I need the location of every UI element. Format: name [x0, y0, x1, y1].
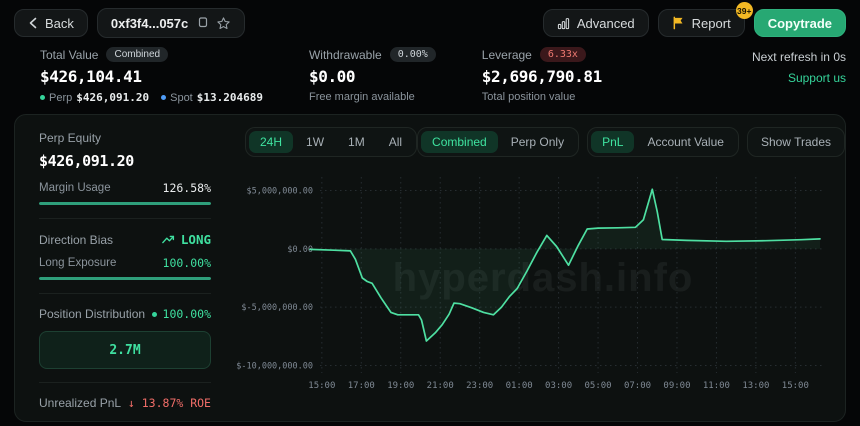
tab-1m[interactable]: 1M — [337, 131, 376, 153]
pnl-area — [310, 189, 820, 341]
main-card: Perp Equity $426,091.20 Margin Usage 126… — [14, 114, 846, 422]
x-axis-label: 11:00 — [703, 381, 730, 391]
leverage-badge: 6.33x — [539, 47, 586, 62]
tab-all[interactable]: All — [378, 131, 413, 153]
bar-chart-icon — [557, 17, 569, 29]
x-axis-label: 19:00 — [387, 381, 414, 391]
advanced-button[interactable]: Advanced — [542, 9, 649, 37]
notification-badge: 39+ — [735, 2, 753, 19]
tab-24h[interactable]: 24H — [249, 131, 294, 153]
x-axis-label: 07:00 — [624, 381, 651, 391]
chart-panel: 24H 1W 1M All Combined Perp Only PnL Account … — [229, 115, 845, 421]
flag-icon — [673, 16, 683, 30]
x-axis-label: 01:00 — [506, 381, 533, 391]
combined-badge: Combined — [106, 47, 169, 62]
pnl-line — [309, 188, 821, 342]
wallet-address-pill[interactable]: 0xf3f4...057c — [96, 8, 246, 38]
divider — [39, 382, 211, 383]
long-exposure-value: 100.00% — [162, 256, 211, 270]
unrealized-pnl-label: Unrealized PnL — [39, 396, 122, 410]
refresh-countdown: Next refresh in 0s — [751, 50, 846, 64]
wallet-address: 0xf3f4...057c — [110, 15, 189, 31]
period-tabs: 24H 1W 1M All — [245, 127, 418, 157]
margin-usage-label: Margin Usage — [39, 182, 111, 194]
metric-toggle: PnL Account Value — [587, 127, 739, 157]
long-exposure-label: Long Exposure — [39, 257, 117, 269]
leverage-label: Leverage — [481, 47, 532, 62]
divider — [39, 293, 211, 294]
y-axis-label: $-5,000,000.00 — [241, 303, 313, 313]
star-icon[interactable] — [216, 16, 231, 31]
position-distribution-label: Position Distribution — [39, 307, 146, 321]
distribution-dot-icon — [151, 311, 157, 317]
total-value-label: Total Value — [40, 47, 99, 62]
toggle-pnl[interactable]: PnL — [591, 131, 635, 153]
stats-row: Total Value Combined $426,104.41 Perp $4… — [0, 42, 860, 114]
pnl-chart[interactable]: hyperdash.info $5,000,000.00 $0.00 $-5,000,… — [233, 161, 833, 401]
arrow-down-icon: ↓ — [127, 396, 135, 410]
x-axis-label: 21:00 — [427, 381, 454, 391]
margin-usage-bar — [39, 202, 211, 205]
tab-1w[interactable]: 1W — [295, 131, 335, 153]
x-axis-label: 15:00 — [782, 381, 809, 391]
toggle-combined[interactable]: Combined — [421, 131, 498, 153]
mode-toggle: Combined Perp Only — [417, 127, 580, 157]
spot-value: $13.204689 — [196, 91, 263, 104]
stat-total-value: Total Value Combined $426,104.41 Perp $4… — [40, 47, 263, 104]
margin-usage-value: 126.58% — [162, 181, 211, 195]
perp-equity-label: Perp Equity — [39, 131, 102, 145]
support-us-link[interactable]: Support us — [787, 71, 846, 85]
x-axis-label: 09:00 — [663, 381, 690, 391]
report-button[interactable]: Report — [657, 9, 745, 37]
total-value: $426,104.41 — [40, 67, 142, 86]
spot-dot-icon — [161, 95, 167, 100]
toggle-perp-only[interactable]: Perp Only — [500, 131, 575, 153]
withdrawable-label: Withdrawable — [308, 47, 382, 62]
x-axis-label: 13:00 — [742, 381, 769, 391]
back-label: Back — [45, 15, 74, 31]
advanced-label: Advanced — [576, 15, 635, 31]
x-axis-label: 15:00 — [308, 381, 335, 391]
toggle-account-value[interactable]: Account Value — [636, 131, 735, 153]
perp-equity-value: $426,091.20 — [39, 152, 134, 170]
perp-dot-icon — [40, 95, 45, 100]
y-axis-label: $-10,000,000.00 — [236, 362, 313, 372]
summary-sidebar: Perp Equity $426,091.20 Margin Usage 126… — [15, 115, 229, 421]
x-axis-label: 03:00 — [545, 381, 572, 391]
watermark: hyperdash.info — [393, 256, 694, 300]
direction-bias-label: Direction Bias — [39, 232, 114, 247]
x-axis-label: 23:00 — [466, 381, 493, 391]
unrealized-roe: 13.87% ROE — [141, 396, 211, 410]
perp-value: $426,091.20 — [76, 91, 150, 104]
withdrawable-value: $0.00 — [308, 67, 356, 86]
withdrawable-sub: Free margin available — [308, 91, 415, 103]
position-distribution-value: 100.00% — [162, 307, 211, 321]
copy-icon[interactable] — [196, 16, 208, 30]
chart-header: 24H 1W 1M All Combined Perp Only PnL Account … — [245, 127, 845, 157]
top-bar: Back 0xf3f4...057c Advanced — [0, 0, 860, 42]
x-axis-label: 17:00 — [348, 381, 375, 391]
y-axis-label: $0.00 — [287, 245, 313, 255]
back-button[interactable]: Back — [14, 9, 88, 37]
stat-withdrawable: Withdrawable 0.00% $0.00 Free margin ava… — [309, 47, 436, 103]
x-axis-label: 05:00 — [585, 381, 612, 391]
spot-label: Spot — [170, 91, 193, 104]
y-axis-label: $5,000,000.00 — [246, 187, 313, 197]
position-size-box[interactable]: 2.7M — [39, 331, 211, 369]
report-label: Report — [691, 15, 731, 31]
unrealized-pnl-value: $-74,787.19 — [39, 419, 211, 421]
chart-controls: Combined Perp Only PnL Account Value Show … — [417, 127, 845, 157]
leverage-sub: Total position value — [481, 91, 576, 103]
long-exposure-bar — [39, 277, 211, 280]
trending-up-icon — [162, 235, 174, 244]
stat-leverage: Leverage 6.33x $2,696,790.81 Total posit… — [482, 47, 602, 103]
divider — [39, 218, 211, 219]
withdrawable-badge: 0.00% — [389, 47, 436, 62]
chevron-left-icon — [29, 17, 37, 29]
leverage-value: $2,696,790.81 — [481, 67, 602, 86]
direction-bias-value: LONG — [180, 232, 211, 247]
perp-label: Perp — [49, 91, 73, 104]
show-trades-button[interactable]: Show Trades — [746, 127, 845, 157]
copytrade-button[interactable]: Copytrade — [753, 9, 846, 37]
